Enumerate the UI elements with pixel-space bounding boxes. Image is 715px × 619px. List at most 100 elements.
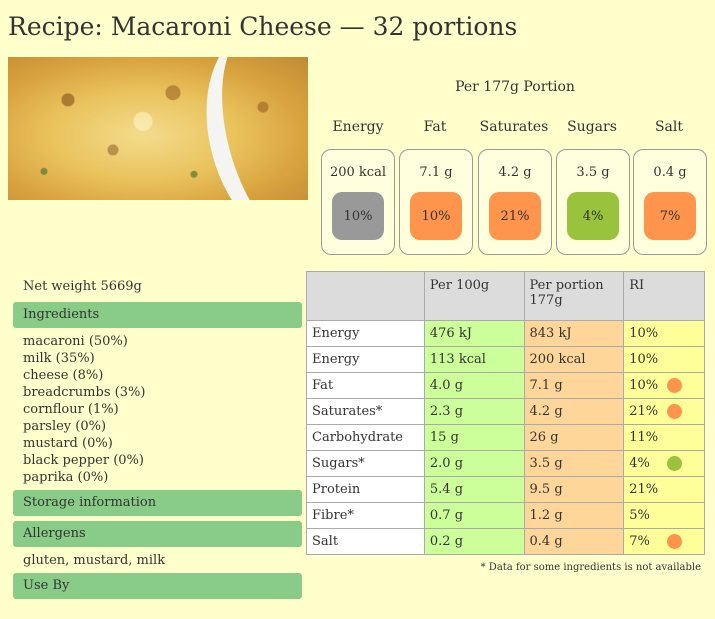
cell-text: 26 g [529,430,559,445]
nutrient-card-salt: 0.4 g 7% [633,149,707,255]
cell-text: 3.5 g [529,456,563,471]
cell-text: 7.1 g [529,378,563,393]
table-row: Carbohydrate 15 g 26 g 11% [306,424,705,451]
traffic-light-dot [667,404,682,419]
list-item: mustard (0%) [23,436,113,451]
table-cell-per100: 15 g [423,424,525,451]
cell-text: 4.0 g [429,378,464,393]
table-cell-name: Saturates* [306,398,425,425]
table-header-row: Per 100g Per portion 177g RI [306,271,705,321]
cell-text: 10% [629,326,659,341]
cell-text: 843 kJ [529,326,572,341]
table-cell-ri: 21% [623,476,705,503]
recipe-photo [8,57,308,200]
list-item: cheese (8%) [23,368,104,383]
traffic-light-dot [667,456,682,471]
table-cell-name: Sugars* [306,450,425,477]
table-row: Saturates* 2.3 g 4.2 g 21% [306,398,705,425]
nutrient-card-saturates: 4.2 g 21% [478,149,552,255]
table-row: Protein 5.4 g 9.5 g 21% [306,476,705,503]
nutrition-table: Per 100g Per portion 177g RI Energy 476 k… [306,271,705,555]
table-cell-per100: 0.7 g [423,502,525,529]
traffic-light-dot [667,534,682,549]
nutrient-card-sugars: 3.5 g 4% [556,149,630,255]
use-by-header[interactable]: Use By [13,573,302,599]
nutrient-amount: 3.5 g [576,165,610,180]
table-body: Energy 476 kJ 843 kJ 10% Energy 113 kcal 200 k… [306,320,705,555]
cell-text: 2.3 g [429,404,464,419]
cell-text: 113 kcal [429,352,486,367]
list-item: paprika (0%) [23,470,109,485]
cell-text: 0.2 g [429,534,464,549]
table-row: Energy 113 kcal 200 kcal 10% [306,346,705,373]
allergens-header[interactable]: Allergens [13,521,302,547]
table-cell-portion: 200 kcal [523,346,625,373]
table-cell-portion: 9.5 g [523,476,625,503]
table-cell-per100: 0.2 g [423,528,525,555]
cell-text: 0.7 g [429,508,464,523]
cell-text: 2.0 g [429,456,464,471]
net-weight: Net weight 5669g [23,279,142,294]
cell-text: Fat [312,378,334,393]
list-item: black pepper (0%) [23,453,144,468]
cell-text: 0.4 g [529,534,563,549]
cell-text: 476 kJ [429,326,472,341]
footnote: * Data for some ingredients is not avail… [480,562,701,573]
cell-text: Carbohydrate [312,430,403,445]
nutrient-label: Fat [423,119,447,135]
cell-text: 10% [629,352,659,367]
table-cell-portion: 1.2 g [523,502,625,529]
nutrient-label: Sugars [567,119,617,135]
table-cell-portion: 843 kJ [523,320,625,347]
nutrient-amount: 0.4 g [653,165,687,180]
cell-text: Salt [312,534,339,549]
ri-badge: 21% [489,192,541,240]
table-cell-name: Protein [306,476,425,503]
traffic-light-dot [667,378,682,393]
list-item: macaroni (50%) [23,334,128,349]
column-header: RI [623,271,705,321]
table-cell-per100: 476 kJ [423,320,525,347]
cell-text: Energy [312,352,360,367]
table-row: Salt 0.2 g 0.4 g 7% [306,528,705,555]
table-row: Energy 476 kJ 843 kJ 10% [306,320,705,347]
cell-text: Saturates* [312,404,383,419]
cell-text: 4% [629,456,650,471]
cell-text: 5% [629,508,650,523]
cell-text: Fibre* [312,508,354,523]
cell-text: Energy [312,326,360,341]
table-cell-per100: 2.3 g [423,398,525,425]
table-cell-ri: 10% [623,346,705,373]
table-cell-name: Carbohydrate [306,424,425,451]
column-header: Per portion 177g [523,271,625,321]
table-cell-portion: 4.2 g [523,398,625,425]
ri-badge: 10% [332,192,384,240]
table-cell-ri: 11% [623,424,705,451]
list-item: breadcrumbs (3%) [23,385,146,400]
ri-badge: 10% [410,192,462,240]
nutrient-amount: 200 kcal [329,165,386,180]
cell-text: Protein [312,482,361,497]
cell-text: Sugars* [312,456,365,471]
nutrient-label: Saturates [479,119,549,135]
nutrient-card-fat: 7.1 g 10% [399,149,473,255]
ingredients-list: macaroni (50%) milk (35%) cheese (8%) br… [23,333,145,486]
table-cell-ri: 4% [623,450,705,477]
allergens-text: gluten, mustard, milk [23,553,166,568]
table-row: Fat 4.0 g 7.1 g 10% [306,372,705,399]
table-cell-per100: 113 kcal [423,346,525,373]
table-cell-name: Fat [306,372,425,399]
nutrient-amount: 4.2 g [498,165,532,180]
cell-text: 10% [629,378,659,393]
column-header: Per 100g [423,271,525,321]
ingredients-header[interactable]: Ingredients [13,302,302,328]
table-cell-per100: 4.0 g [423,372,525,399]
table-cell-ri: 10% [623,372,705,399]
table-row: Sugars* 2.0 g 3.5 g 4% [306,450,705,477]
cell-text: 200 kcal [529,352,586,367]
table-cell-name: Energy [306,320,425,347]
table-cell-name: Salt [306,528,425,555]
cell-text: 1.2 g [529,508,563,523]
storage-header[interactable]: Storage information [13,490,302,516]
table-cell-portion: 0.4 g [523,528,625,555]
